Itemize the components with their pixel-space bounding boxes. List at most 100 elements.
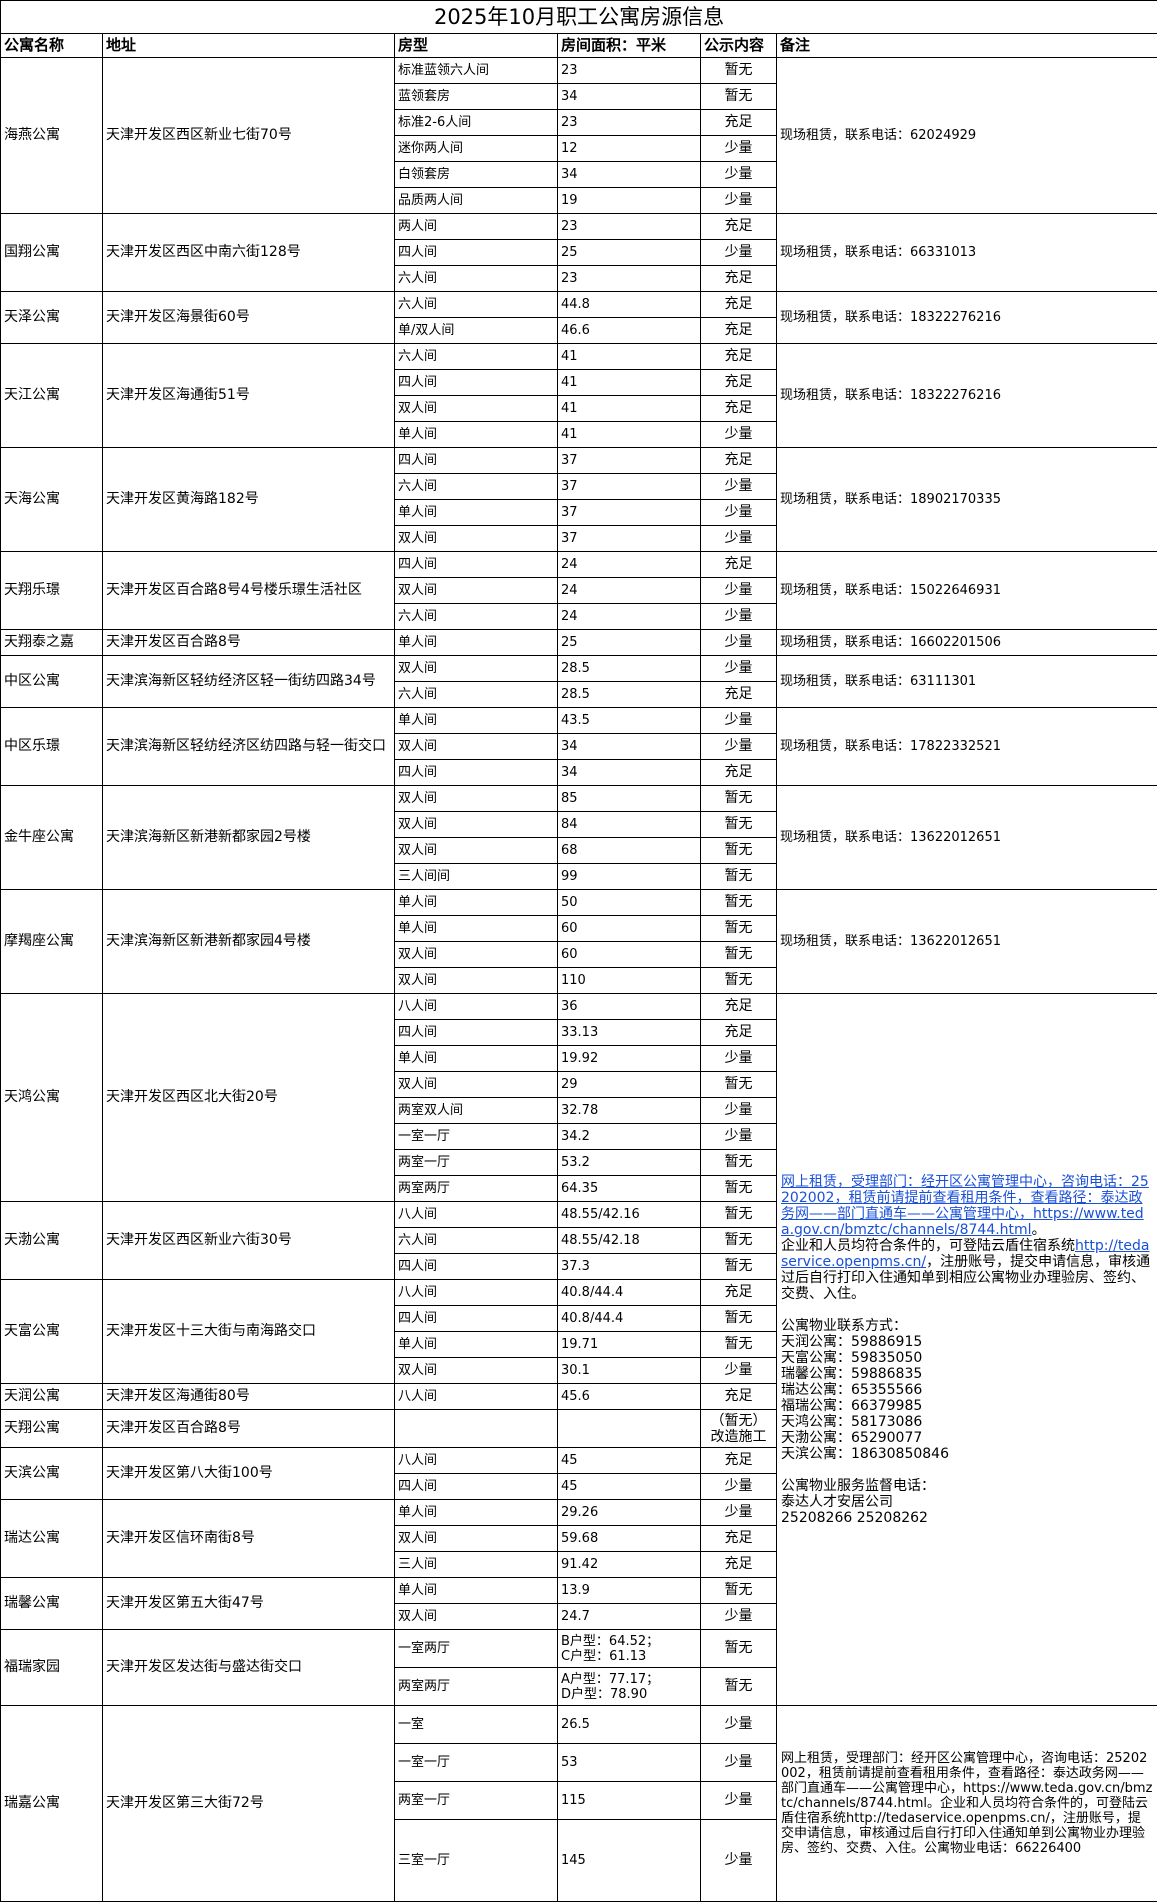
availability-status: 暂无 xyxy=(701,786,777,812)
room-type: 双人间 xyxy=(395,942,558,968)
apartment-name: 瑞达公寓 xyxy=(1,1500,103,1578)
room-type: 双人间 xyxy=(395,578,558,604)
availability-status: 充足 xyxy=(701,994,777,1020)
remark-text: 天富公寓：59835050 xyxy=(781,1350,922,1366)
availability-status: 少量 xyxy=(701,1820,777,1902)
apartment-name: 金牛座公寓 xyxy=(1,786,103,890)
room-area: 68 xyxy=(558,838,701,864)
availability-status: 少量 xyxy=(701,1782,777,1820)
room-type: 四人间 xyxy=(395,1254,558,1280)
availability-status: 充足 xyxy=(701,760,777,786)
room-type: 两室一厅 xyxy=(395,1782,558,1820)
availability-status: 暂无 xyxy=(701,1202,777,1228)
room-type: 四人间 xyxy=(395,370,558,396)
availability-status: 充足 xyxy=(701,1552,777,1578)
availability-status: 少量 xyxy=(701,136,777,162)
room-area: 24 xyxy=(558,604,701,630)
room-area: 32.78 xyxy=(558,1098,701,1124)
apartment-address: 天津开发区百合路8号4号楼乐璟生活社区 xyxy=(103,552,395,630)
room-area: 24 xyxy=(558,552,701,578)
room-type: 双人间 xyxy=(395,1526,558,1552)
apartment-address: 天津开发区海通街51号 xyxy=(103,344,395,448)
apartment-address: 天津开发区百合路8号 xyxy=(103,1410,395,1448)
room-area: 19 xyxy=(558,188,701,214)
apartment-name: 天富公寓 xyxy=(1,1280,103,1384)
availability-status: 充足 xyxy=(701,370,777,396)
room-area: 37 xyxy=(558,474,701,500)
remark-text: 天润公寓：59886915 xyxy=(781,1334,922,1350)
room-type: 八人间 xyxy=(395,1202,558,1228)
room-area: 91.42 xyxy=(558,1552,701,1578)
room-type: 标准蓝领六人间 xyxy=(395,58,558,84)
availability-status: 少量 xyxy=(701,1046,777,1072)
room-type: 双人间 xyxy=(395,786,558,812)
room-type: 品质两人间 xyxy=(395,188,558,214)
availability-status: 暂无 xyxy=(701,968,777,994)
availability-status: 少量 xyxy=(701,526,777,552)
apartment-address: 天津开发区西区北大街20号 xyxy=(103,994,395,1202)
remark-line: 瑞达公寓：65355566 xyxy=(781,1382,1153,1398)
room-area: B户型：64.52； C户型：61.13 xyxy=(558,1630,701,1668)
room-area: 46.6 xyxy=(558,318,701,344)
room-type: 两室两厅 xyxy=(395,1176,558,1202)
room-type: 八人间 xyxy=(395,994,558,1020)
remark-line: 公寓物业联系方式： xyxy=(781,1318,1153,1334)
room-area: 37 xyxy=(558,526,701,552)
room-type: 白领套房 xyxy=(395,162,558,188)
room-type: 单人间 xyxy=(395,422,558,448)
room-type: 单人间 xyxy=(395,1500,558,1526)
room-type: 单人间 xyxy=(395,630,558,656)
room-area: 29.26 xyxy=(558,1500,701,1526)
availability-status: 暂无 xyxy=(701,864,777,890)
apartment-address: 天津开发区第八大街100号 xyxy=(103,1448,395,1500)
availability-status: 少量 xyxy=(701,656,777,682)
room-type: 四人间 xyxy=(395,552,558,578)
room-area: 48.55/42.18 xyxy=(558,1228,701,1254)
availability-status: 暂无 xyxy=(701,1150,777,1176)
apartment-address: 天津开发区西区中南六街128号 xyxy=(103,214,395,292)
apartment-address: 天津开发区第三大街72号 xyxy=(103,1706,395,1902)
room-type: 单人间 xyxy=(395,708,558,734)
availability-status: 少量 xyxy=(701,1706,777,1744)
room-type: 六人间 xyxy=(395,682,558,708)
remark-line: 25208266 25208262 xyxy=(781,1510,1153,1526)
room-area: 84 xyxy=(558,812,701,838)
remark-line: 天鸿公寓：58173086 xyxy=(781,1414,1153,1430)
room-type: 四人间 xyxy=(395,760,558,786)
room-type: 单人间 xyxy=(395,1332,558,1358)
apartment-address: 天津开发区西区新业六街30号 xyxy=(103,1202,395,1280)
room-type: 两人间 xyxy=(395,214,558,240)
room-type: 三人间 xyxy=(395,1552,558,1578)
room-type: 双人间 xyxy=(395,1604,558,1630)
page-title: 2025年10月职工公寓房源信息 xyxy=(1,1,1157,34)
room-area: 85 xyxy=(558,786,701,812)
availability-status: 少量 xyxy=(701,578,777,604)
room-area: 23 xyxy=(558,110,701,136)
room-area: 26.5 xyxy=(558,1706,701,1744)
room-type: 单人间 xyxy=(395,500,558,526)
room-area: 13.9 xyxy=(558,1578,701,1604)
availability-status: 少量 xyxy=(701,630,777,656)
room-area: 37 xyxy=(558,448,701,474)
header-row: 公寓名称 地址 房型 房间面积：平米 公示内容 备注 xyxy=(1,34,1157,58)
room-area: 45 xyxy=(558,1448,701,1474)
apartment-address: 天津开发区海通街80号 xyxy=(103,1384,395,1410)
room-area: 30.1 xyxy=(558,1358,701,1384)
room-area: 50 xyxy=(558,890,701,916)
remark-text: 天滨公寓：18630850846 xyxy=(781,1446,949,1462)
remark-text: 企业和人员均符合条件的，可登陆云盾住宿系统 xyxy=(781,1238,1075,1254)
availability-status: 充足 xyxy=(701,448,777,474)
availability-status: 少量 xyxy=(701,1358,777,1384)
availability-status: 少量 xyxy=(701,188,777,214)
remark-contact: 现场租赁，联系电话：18322276216 xyxy=(777,344,1157,448)
remark-line: 天滨公寓：18630850846 xyxy=(781,1446,1153,1462)
apartment-name: 天翔泰之嘉 xyxy=(1,630,103,656)
room-type: 双人间 xyxy=(395,812,558,838)
room-area: 37.3 xyxy=(558,1254,701,1280)
room-area: A户型：77.17； D户型：78.90 xyxy=(558,1668,701,1706)
apartment-name: 海燕公寓 xyxy=(1,58,103,214)
remark-link[interactable]: 网上租赁，受理部门：经开区公寓管理中心，咨询电话：25202002，租赁前请提前… xyxy=(781,1174,1149,1238)
